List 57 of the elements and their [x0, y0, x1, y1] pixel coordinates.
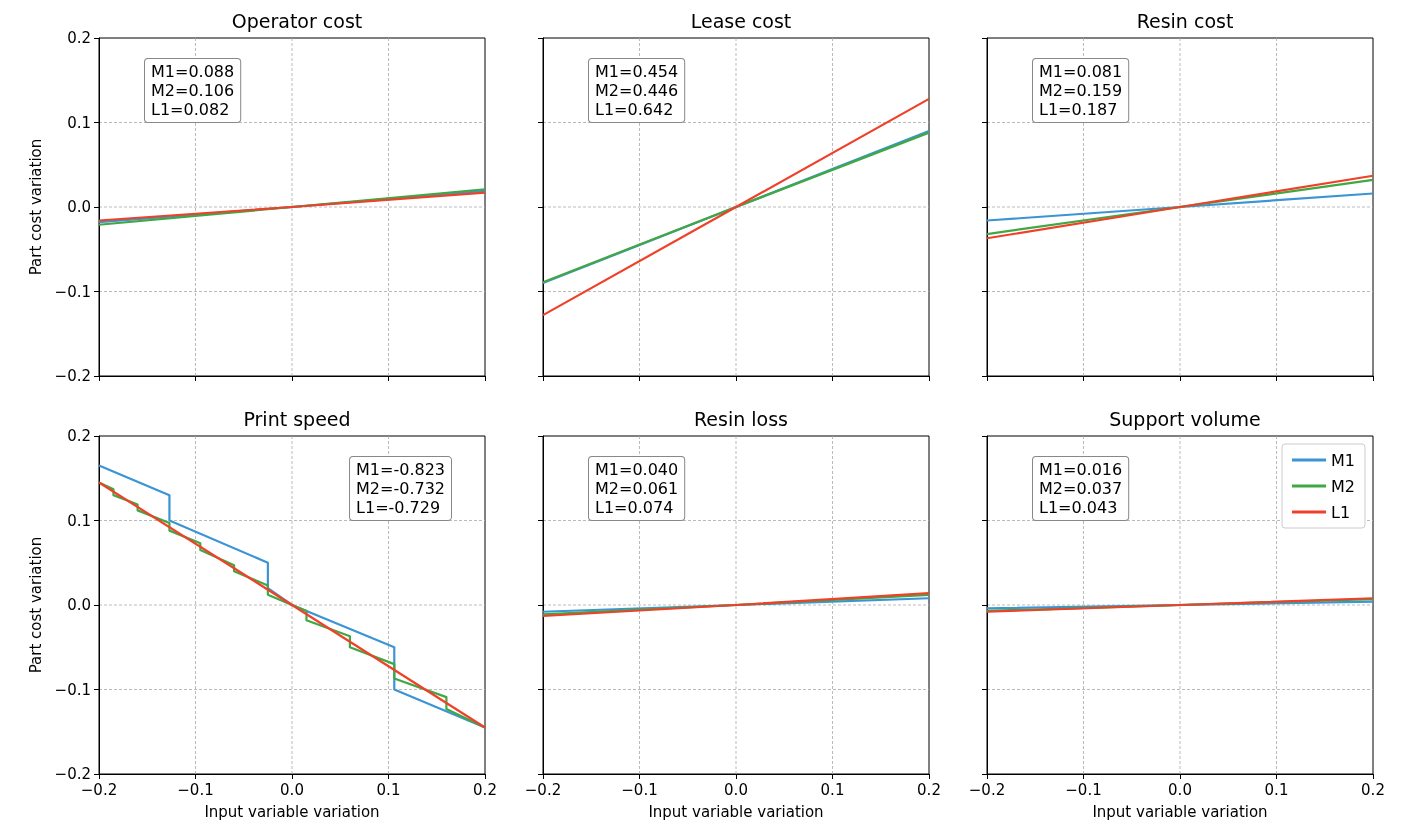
y-axis-title: Part cost variation — [27, 536, 46, 674]
y-tick-label: −0.2 — [54, 367, 91, 385]
annotation: M1=0.454 — [595, 62, 679, 81]
x-tick-label: 0.1 — [820, 780, 845, 799]
chart-title: Lease cost — [690, 9, 792, 32]
x-axis-title: Input variable variation — [1092, 802, 1268, 821]
annotation: M2=0.446 — [595, 81, 679, 100]
annotation: L1=-0.729 — [356, 498, 441, 517]
x-tick-label: 0.2 — [1361, 780, 1385, 799]
annotation: M1=0.081 — [1039, 62, 1123, 81]
annotation: M1=0.088 — [151, 62, 235, 81]
annotation: L1=0.082 — [151, 100, 230, 119]
x-tick-label: −0.2 — [80, 780, 118, 799]
annotation: M1=-0.823 — [356, 460, 445, 479]
legend-label: L1 — [1331, 502, 1351, 522]
x-axis-title: Input variable variation — [648, 802, 824, 821]
x-tick-label: −0.2 — [524, 780, 562, 799]
annotation: L1=0.642 — [595, 100, 674, 119]
annotation: M2=0.106 — [151, 81, 235, 100]
chart-title: Operator cost — [231, 9, 363, 32]
annotation: M2=0.037 — [1039, 479, 1123, 498]
x-tick-label: 0.0 — [724, 780, 748, 799]
x-tick-label: −0.1 — [177, 780, 214, 799]
x-tick-label: 0.2 — [473, 780, 497, 799]
y-tick-label: 0.0 — [67, 198, 91, 216]
annotation: L1=0.187 — [1039, 100, 1118, 119]
x-tick-label: −0.1 — [1065, 780, 1102, 799]
chart-title: Resin cost — [1136, 9, 1234, 32]
y-tick-label: −0.2 — [54, 765, 91, 783]
annotation: M1=0.040 — [595, 460, 679, 479]
annotation: M2=-0.732 — [356, 479, 445, 498]
x-tick-label: 0.1 — [376, 780, 401, 799]
x-tick-label: 0.1 — [1264, 780, 1289, 799]
chart-title: Support volume — [1109, 407, 1261, 430]
x-tick-label: 0.0 — [1168, 780, 1192, 799]
annotation: M2=0.061 — [595, 479, 679, 498]
x-tick-label: −0.2 — [968, 780, 1006, 799]
x-tick-label: 0.0 — [280, 780, 304, 799]
legend-label: M2 — [1331, 476, 1355, 496]
y-tick-label: −0.1 — [54, 282, 91, 301]
chart-title: Print speed — [243, 407, 351, 430]
legend-label: M1 — [1331, 450, 1355, 470]
y-tick-label: −0.1 — [54, 680, 91, 699]
annotation: L1=0.043 — [1039, 498, 1118, 517]
y-tick-label: 0.2 — [67, 427, 91, 445]
y-tick-label: 0.2 — [67, 29, 91, 47]
y-axis-title: Part cost variation — [27, 138, 46, 276]
chart-title: Resin loss — [694, 407, 788, 430]
annotation: L1=0.074 — [595, 498, 674, 517]
annotation: M2=0.159 — [1039, 81, 1123, 100]
x-axis-title: Input variable variation — [204, 802, 380, 821]
x-tick-label: −0.1 — [621, 780, 658, 799]
x-tick-label: 0.2 — [917, 780, 941, 799]
y-tick-label: 0.1 — [67, 511, 91, 530]
y-tick-label: 0.1 — [67, 113, 91, 132]
annotation: M1=0.016 — [1039, 460, 1123, 479]
y-tick-label: 0.0 — [67, 596, 91, 614]
